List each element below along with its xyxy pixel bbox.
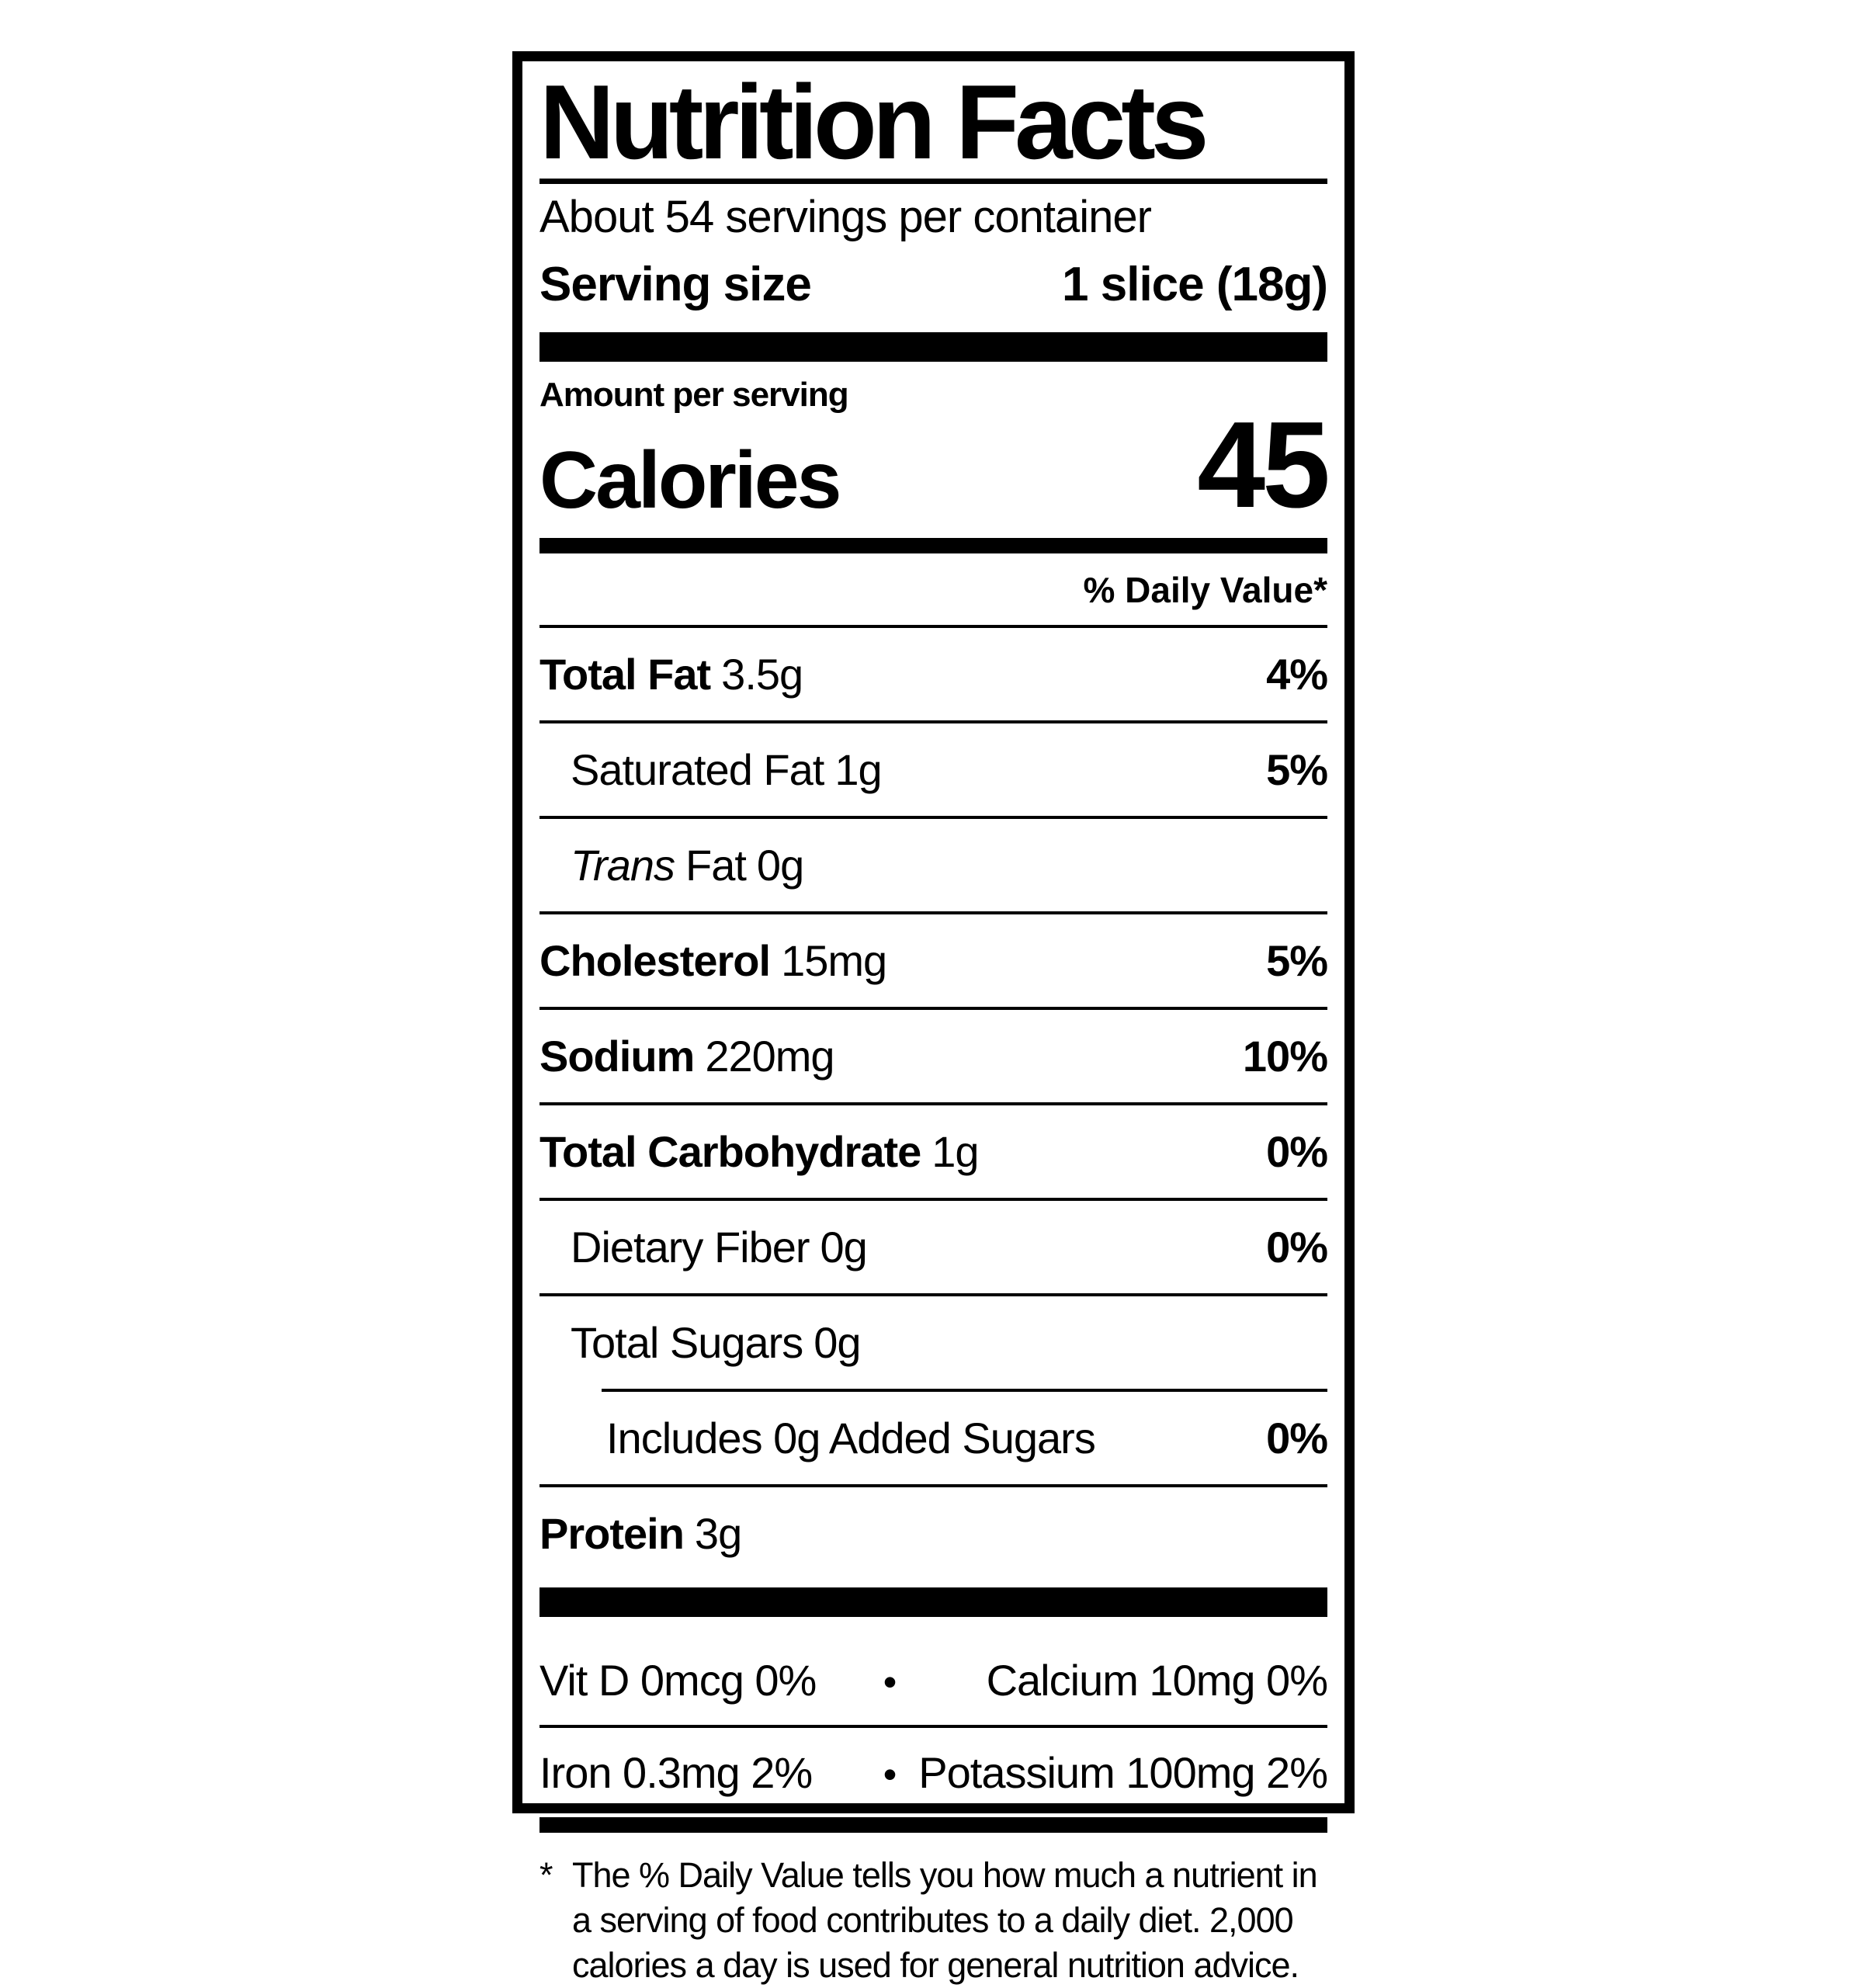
divider — [539, 1102, 1327, 1105]
calories-value: 45 — [1197, 397, 1330, 534]
label-title: Nutrition Facts — [539, 63, 1209, 181]
iron-value: Iron 0.3mg 2% — [539, 1747, 813, 1797]
section-bar-medium — [539, 537, 1327, 553]
micronutrient-row-2: Iron 0.3mg 2% • Potassium 100mg 2% — [539, 1728, 1328, 1817]
nutrient-name: Protein — [539, 1508, 685, 1558]
nutrient-row-dietary-fiber: Dietary Fiber 0g 0% — [539, 1201, 1328, 1293]
servings-per-container: About 54 servings per container — [539, 192, 1152, 243]
section-bar-medium-bottom — [539, 1816, 1327, 1833]
title-divider — [539, 179, 1327, 185]
nutrient-row-sodium: Sodium 220mg 10% — [539, 1010, 1328, 1102]
nutrient-row-total-sugars: Total Sugars 0g — [539, 1296, 1327, 1389]
nutrient-row-cholesterol: Cholesterol 15mg 5% — [539, 914, 1328, 1007]
nutrient-row-protein: Protein 3g — [539, 1487, 1327, 1580]
nutrient-dv: 4% — [1266, 649, 1328, 699]
nutrient-name-italic: Trans — [571, 840, 675, 890]
nutrient-dv: 0% — [1266, 1126, 1328, 1176]
divider — [539, 911, 1327, 914]
footnote-asterisk: * — [539, 1854, 553, 1895]
serving-size-value: 1 slice (18g) — [1062, 258, 1328, 312]
serving-size-row: Serving size 1 slice (18g) — [539, 257, 1328, 312]
section-bar-thick-top — [539, 332, 1327, 363]
nutrient-amount: 0g — [820, 1222, 868, 1272]
nutrient-amount: 15mg — [781, 935, 887, 985]
section-bar-thick-bottom — [539, 1587, 1327, 1617]
bullet-icon: • — [883, 1752, 897, 1796]
micronutrient-row-1: Vit D 0mcg 0% • Calcium 10mg 0% — [539, 1636, 1328, 1725]
nutrient-amount: 0g — [814, 1317, 861, 1367]
nutrient-amount: 3.5g — [721, 649, 803, 699]
vitamin-d-value: Vit D 0mcg 0% — [539, 1655, 817, 1705]
daily-value-footnote: * The % Daily Value tells you how much a… — [539, 1853, 1327, 1988]
nutrient-dv: 10% — [1242, 1031, 1328, 1081]
footnote-text: The % Daily Value tells you how much a n… — [572, 1854, 1318, 1985]
nutrient-amount: 1g — [932, 1126, 979, 1176]
bullet-icon: • — [883, 1660, 897, 1704]
nutrient-name: Sodium — [539, 1031, 695, 1081]
nutrient-row-trans-fat: Trans Fat 0g — [539, 819, 1327, 911]
nutrient-name: Saturated Fat — [571, 744, 824, 794]
nutrient-amount: 3g — [694, 1508, 742, 1558]
nutrient-dv: 5% — [1266, 744, 1328, 794]
daily-value-header: % Daily Value* — [1083, 569, 1328, 610]
nutrient-amount: 220mg — [705, 1031, 834, 1081]
spacer — [539, 1617, 1327, 1636]
divider — [539, 624, 1327, 628]
potassium-value: Potassium 100mg 2% — [918, 1747, 1328, 1797]
divider — [539, 1006, 1327, 1010]
nutrient-name: Cholesterol — [539, 935, 771, 985]
nutrient-name: Total Carbohydrate — [539, 1126, 921, 1176]
nutrient-name: Includes 0g Added Sugars — [606, 1413, 1096, 1462]
calories-label: Calories — [539, 435, 841, 526]
nutrient-row-added-sugars: Includes 0g Added Sugars 0% — [539, 1392, 1328, 1484]
divider — [539, 1292, 1327, 1296]
calcium-value: Calcium 10mg 0% — [986, 1655, 1328, 1705]
divider — [539, 1724, 1327, 1728]
nutrient-name: Dietary Fiber — [571, 1222, 810, 1272]
divider-indented — [602, 1388, 1327, 1392]
page-background: Nutrition Facts About 54 servings per co… — [512, 51, 1355, 1985]
divider — [539, 1197, 1327, 1201]
divider — [539, 720, 1327, 723]
nutrient-row-total-fat: Total Fat 3.5g 4% — [539, 628, 1328, 720]
calories-row: Calories 45 — [539, 397, 1330, 534]
nutrient-name: Total Sugars — [571, 1317, 803, 1367]
nutrient-name: Fat — [685, 840, 747, 890]
serving-size-label: Serving size — [539, 258, 812, 312]
nutrient-amount: 0g — [756, 840, 804, 890]
nutrition-facts-label: Nutrition Facts About 54 servings per co… — [512, 51, 1355, 1985]
nutrient-amount: 1g — [834, 744, 882, 794]
divider — [539, 815, 1327, 819]
nutrient-row-total-carbohydrate: Total Carbohydrate 1g 0% — [539, 1105, 1328, 1198]
amount-per-serving-label: Amount per serving — [539, 376, 849, 415]
nutrient-name: Total Fat — [539, 649, 711, 699]
nutrient-dv: 0% — [1266, 1222, 1328, 1272]
divider — [539, 1483, 1327, 1487]
nutrient-dv: 0% — [1266, 1413, 1328, 1462]
nutrient-row-saturated-fat: Saturated Fat 1g 5% — [539, 723, 1328, 816]
nutrient-dv: 5% — [1266, 935, 1328, 985]
